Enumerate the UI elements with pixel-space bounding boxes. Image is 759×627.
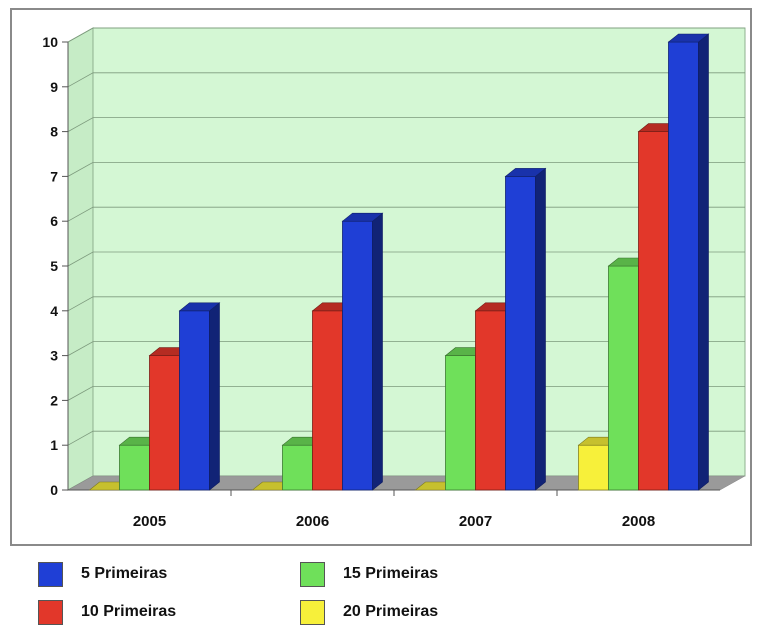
bar <box>179 310 210 491</box>
y-tick-label: 1 <box>50 437 58 453</box>
legend-label: 15 Primeiras <box>343 565 439 582</box>
legend-item-10-primeiras: 10 Primeiras <box>38 597 176 627</box>
y-tick-label: 0 <box>50 482 58 498</box>
bar <box>445 355 476 491</box>
y-tick-label: 2 <box>50 392 58 408</box>
x-tick-label: 2008 <box>622 513 655 530</box>
legend-swatch-green <box>300 561 325 587</box>
bar <box>282 444 313 491</box>
bar-side <box>535 167 546 491</box>
x-tick-label: 2005 <box>133 513 166 530</box>
legend-item-15-primeiras: 15 Primeiras <box>300 559 438 589</box>
bar <box>475 310 506 491</box>
legend-label: 20 Primeiras <box>343 603 439 620</box>
gridline <box>67 117 745 132</box>
gridline <box>67 72 745 88</box>
legend-swatch-red <box>38 599 63 625</box>
y-tick-label: 10 <box>42 34 58 50</box>
y-tick-label: 6 <box>50 213 58 229</box>
bar-side <box>698 33 709 491</box>
bar <box>312 310 343 491</box>
y-tick-label: 3 <box>50 348 58 364</box>
bar <box>638 131 669 491</box>
bar <box>342 220 373 491</box>
bar <box>608 265 639 491</box>
legend-item-5-primeiras: 5 Primeiras <box>38 559 167 589</box>
y-tick-label: 7 <box>50 168 58 184</box>
gridline <box>67 161 745 177</box>
bar-side <box>372 212 383 491</box>
bar-top <box>667 33 710 43</box>
bar <box>578 444 609 491</box>
bar-side <box>209 302 220 491</box>
y-tick-label: 4 <box>50 303 58 319</box>
bar-top <box>178 302 221 312</box>
bar <box>119 444 150 491</box>
y-tick-label: 8 <box>50 124 58 140</box>
legend: 5 Primeiras 15 Primeiras 10 Primeiras 20… <box>0 552 759 627</box>
x-tick-label: 2007 <box>459 513 492 530</box>
bar <box>668 41 699 491</box>
legend-swatch-blue <box>38 561 63 587</box>
bar <box>149 355 180 491</box>
legend-label: 5 Primeiras <box>81 565 168 582</box>
legend-label: 10 Primeiras <box>81 603 177 620</box>
bar-top <box>341 212 384 222</box>
bar <box>505 175 536 491</box>
gridline <box>67 27 745 43</box>
x-tick-label: 2006 <box>296 513 329 530</box>
y-tick-label: 5 <box>50 258 58 274</box>
legend-swatch-yellow <box>300 599 325 625</box>
bar-top <box>504 168 547 177</box>
y-tick-label: 9 <box>50 79 58 95</box>
legend-item-20-primeiras: 20 Primeiras <box>300 597 438 627</box>
